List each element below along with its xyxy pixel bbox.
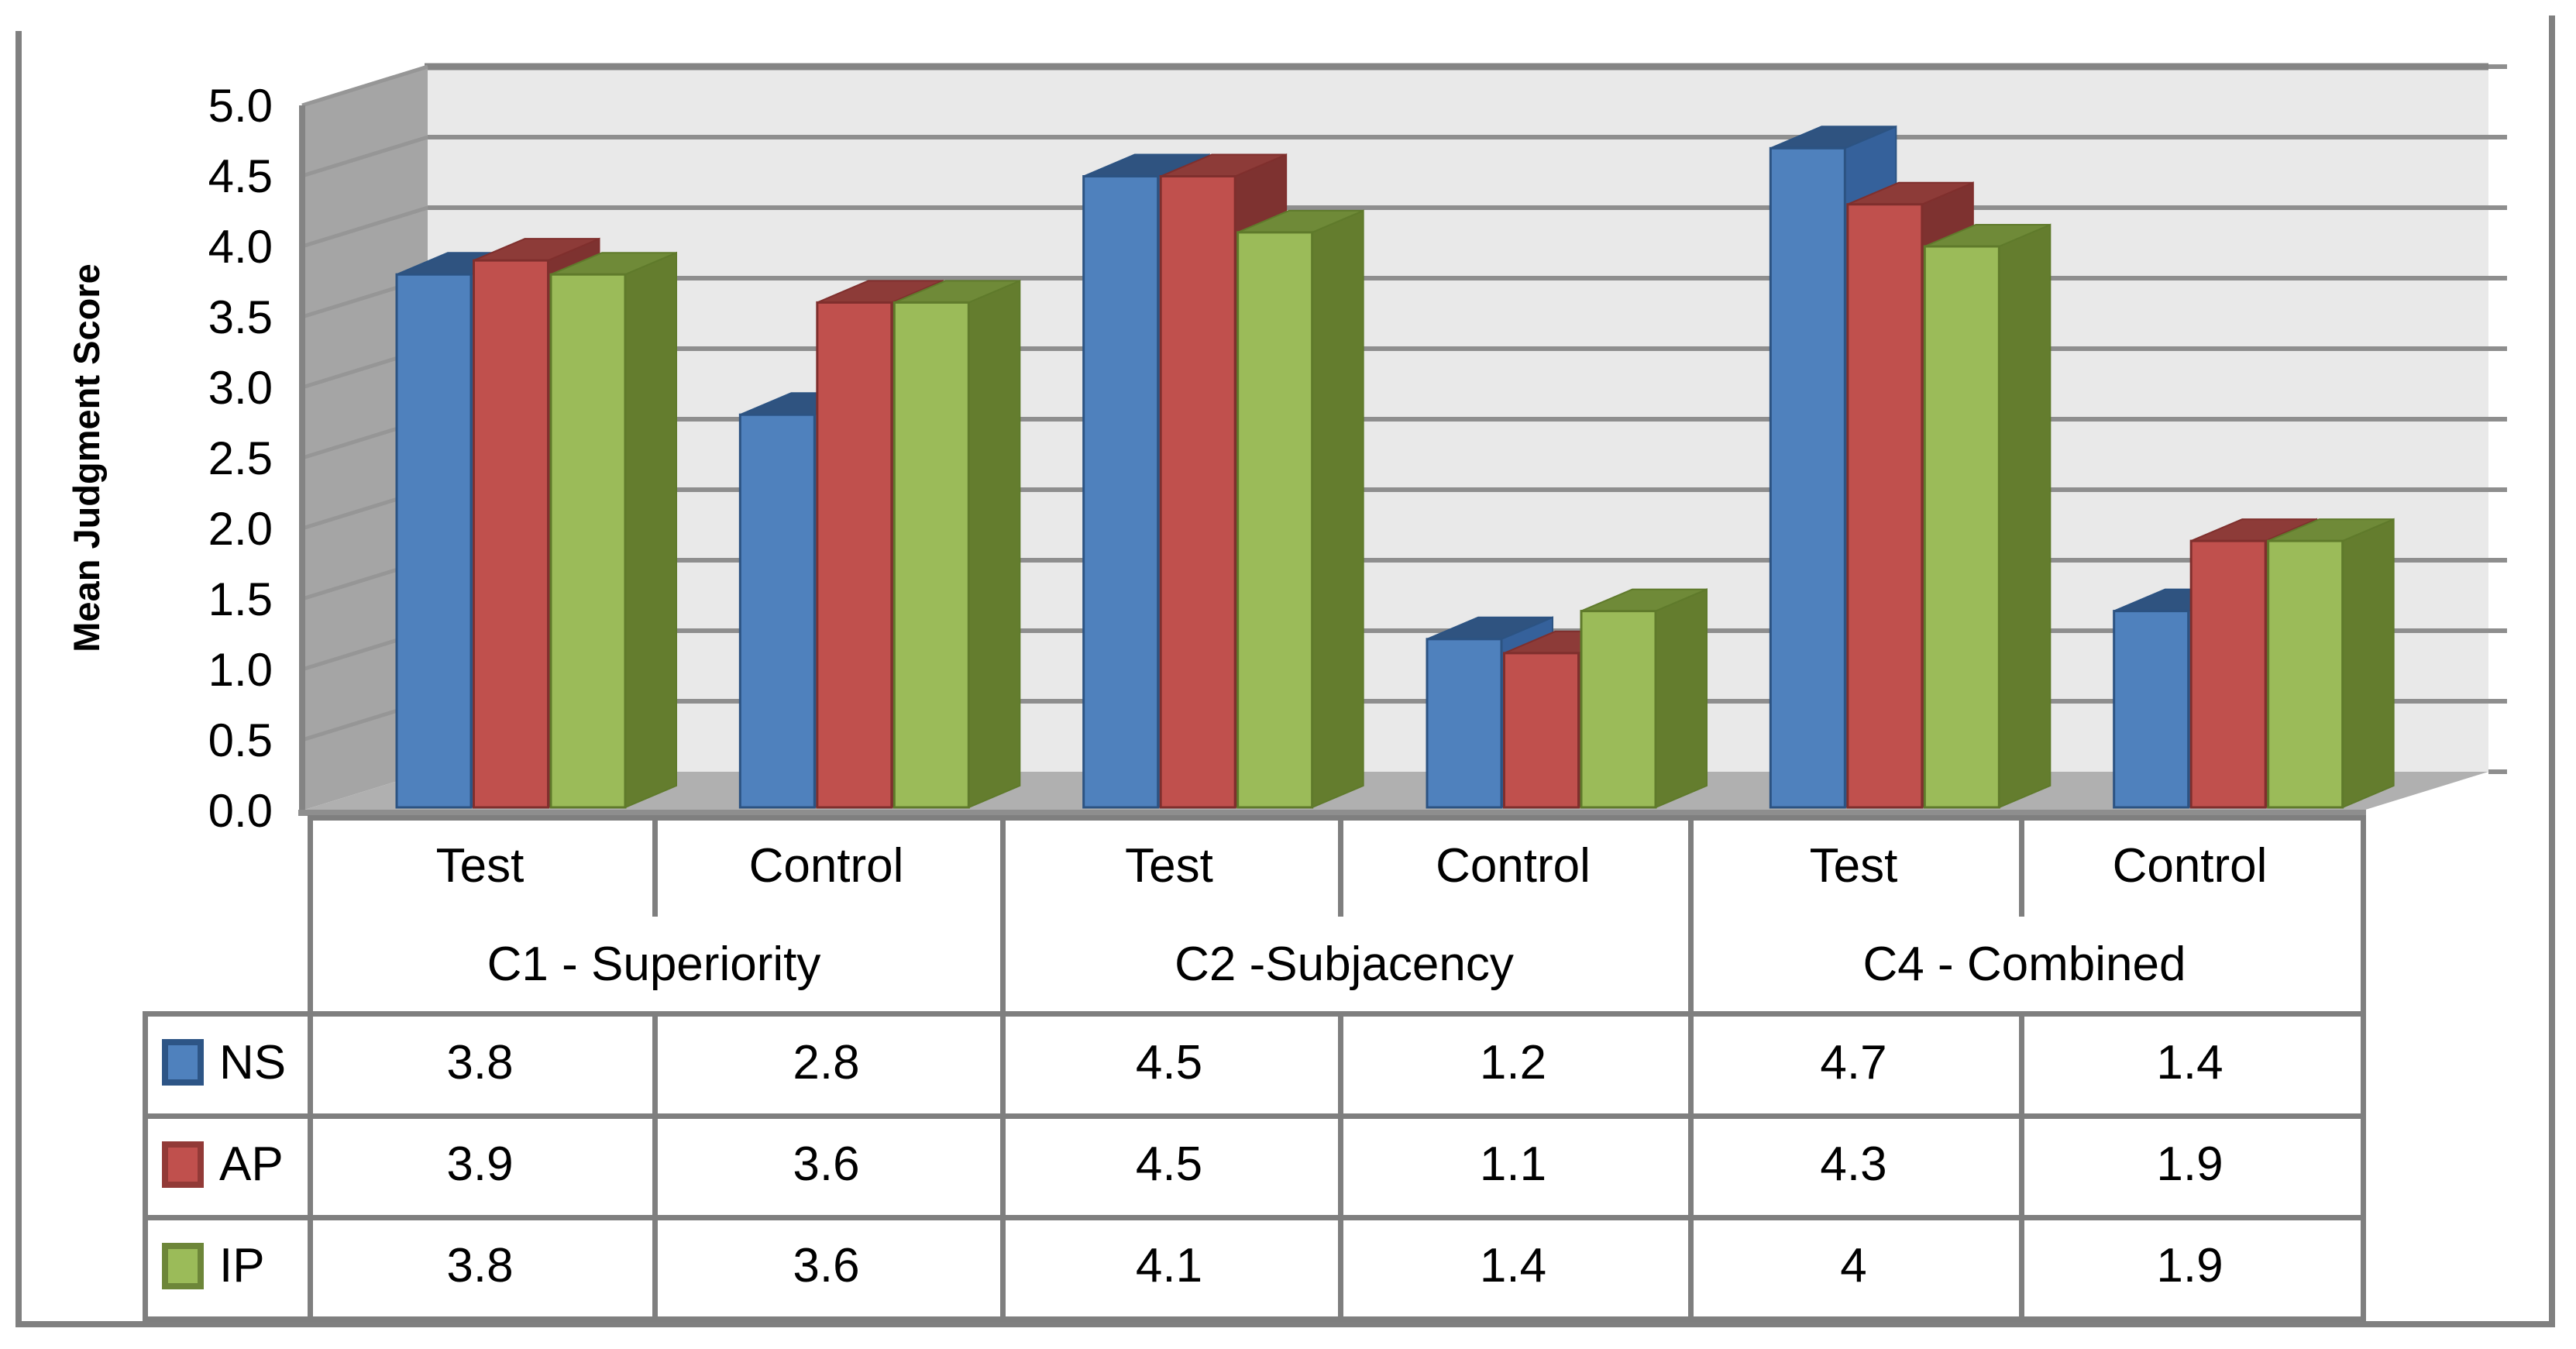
legend-item-NS: NS bbox=[162, 1011, 308, 1113]
legend-item-AP: AP bbox=[162, 1113, 308, 1215]
legend-label-IP: IP bbox=[219, 1239, 265, 1292]
bar-IP-4-front bbox=[1923, 245, 2000, 809]
category-label-4: Test bbox=[1809, 839, 1898, 893]
table-row-border-2 bbox=[143, 1215, 2366, 1220]
y-tick-label: 3.5 bbox=[208, 291, 273, 343]
y-tick-label: 2.5 bbox=[208, 432, 273, 484]
legend-label-NS: NS bbox=[219, 1035, 287, 1089]
figure-border-bottom bbox=[15, 1321, 2555, 1327]
value-cell-IP-0: 3.8 bbox=[446, 1239, 514, 1292]
bar-AP-2-front bbox=[1159, 175, 1236, 809]
category-label-2: Test bbox=[1125, 839, 1213, 893]
group-divider bbox=[2361, 815, 2366, 1316]
y-tick-label: 3.0 bbox=[208, 362, 273, 414]
value-cell-NS-0: 3.8 bbox=[446, 1035, 514, 1089]
legend-label-AP: AP bbox=[219, 1137, 284, 1191]
y-tick-label: 0.5 bbox=[208, 714, 273, 766]
group-label-0: C1 - Superiority bbox=[487, 937, 821, 991]
bar-AP-4-front bbox=[1846, 203, 1924, 809]
category-divider bbox=[652, 815, 658, 917]
value-cell-NS-1: 2.8 bbox=[793, 1035, 860, 1089]
category-label-0: Test bbox=[435, 839, 524, 893]
group-divider bbox=[1688, 815, 1694, 1316]
value-cell-AP-5: 1.9 bbox=[2156, 1137, 2223, 1191]
table-row-border-0 bbox=[143, 1011, 2366, 1017]
side-wall-gridline bbox=[301, 64, 428, 108]
bar-NS-0-front bbox=[395, 273, 473, 809]
legend-item-IP: IP bbox=[162, 1215, 308, 1316]
value-cell-NS-2: 4.5 bbox=[1135, 1035, 1203, 1089]
bar-NS-3-front bbox=[1426, 638, 1503, 809]
bar-IP-5-front bbox=[2267, 539, 2344, 809]
y-tick-label: 1.0 bbox=[208, 644, 273, 696]
value-cell-AP-1: 3.6 bbox=[793, 1137, 860, 1191]
bar-AP-0-front bbox=[473, 259, 549, 809]
y-tick-label: 0.0 bbox=[208, 785, 273, 837]
table-left-border bbox=[143, 1011, 148, 1322]
bar-IP-0-front bbox=[549, 273, 627, 809]
bar-NS-1-front bbox=[738, 413, 816, 809]
value-cell-IP-1: 3.6 bbox=[793, 1239, 860, 1292]
table-col-border bbox=[308, 815, 313, 1316]
value-cell-IP-5: 1.9 bbox=[2156, 1239, 2223, 1292]
y-tick-label: 2.0 bbox=[208, 503, 273, 555]
category-label-5: Control bbox=[2112, 839, 2268, 893]
bar-AP-3-front bbox=[1503, 652, 1580, 809]
table-row-border-1 bbox=[143, 1113, 2366, 1119]
figure-border-right bbox=[2549, 15, 2555, 1327]
table-col-border bbox=[2019, 1011, 2024, 1316]
legend-swatch-IP bbox=[162, 1242, 204, 1289]
bar-IP-3-front bbox=[1580, 610, 1657, 809]
value-cell-AP-4: 4.3 bbox=[1820, 1137, 1887, 1191]
y-tick-label: 5.0 bbox=[208, 80, 273, 132]
group-divider bbox=[1000, 815, 1006, 1316]
legend-swatch-NS bbox=[162, 1039, 204, 1086]
value-cell-IP-3: 1.4 bbox=[1479, 1239, 1547, 1292]
y-tick-label: 4.0 bbox=[208, 221, 273, 273]
figure-border-left bbox=[15, 31, 22, 1327]
table-col-border bbox=[1338, 1011, 1343, 1316]
value-cell-AP-0: 3.9 bbox=[446, 1137, 514, 1191]
value-cell-AP-2: 4.5 bbox=[1135, 1137, 1203, 1191]
value-cell-NS-4: 4.7 bbox=[1820, 1035, 1887, 1089]
bar-AP-5-front bbox=[2189, 539, 2267, 809]
table-top-border bbox=[308, 815, 2366, 821]
value-cell-NS-3: 1.2 bbox=[1479, 1035, 1547, 1089]
table-bottom-border bbox=[143, 1316, 2366, 1322]
bar-IP-1-front bbox=[892, 301, 970, 809]
value-cell-AP-3: 1.1 bbox=[1479, 1137, 1547, 1191]
value-cell-NS-5: 1.4 bbox=[2156, 1035, 2223, 1089]
category-label-3: Control bbox=[1436, 839, 1591, 893]
y-tick-label: 1.5 bbox=[208, 573, 273, 625]
y-tick-label: 4.5 bbox=[208, 150, 273, 202]
value-cell-IP-2: 4.1 bbox=[1135, 1239, 1203, 1292]
category-divider bbox=[2019, 815, 2024, 917]
group-label-2: C4 - Combined bbox=[1862, 937, 2186, 991]
bar-NS-4-front bbox=[1769, 146, 1846, 809]
group-label-1: C2 -Subjacency bbox=[1175, 937, 1514, 991]
y-axis-title: Mean Judgment Score bbox=[66, 263, 107, 652]
table-col-border bbox=[652, 1011, 658, 1316]
value-cell-IP-4: 4 bbox=[1840, 1239, 1867, 1292]
side-wall-gridline bbox=[301, 205, 428, 249]
legend-swatch-AP bbox=[162, 1141, 204, 1188]
category-divider bbox=[1338, 815, 1343, 917]
bar-NS-2-front bbox=[1082, 175, 1160, 809]
side-wall-gridline bbox=[301, 135, 428, 178]
bar-IP-2-front bbox=[1236, 231, 1314, 809]
category-label-1: Control bbox=[748, 839, 904, 893]
bar-AP-1-front bbox=[816, 301, 893, 809]
bar-NS-5-front bbox=[2113, 610, 2190, 809]
